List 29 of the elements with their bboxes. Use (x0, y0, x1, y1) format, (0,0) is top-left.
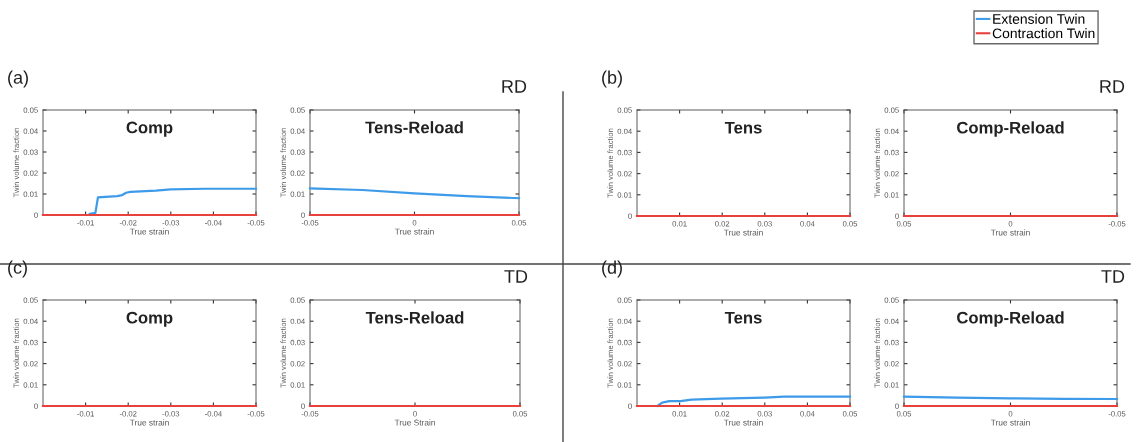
text: (b) (602, 70, 622, 88)
x-axis-title: True strain (990, 419, 1030, 426)
x-axis-title: True strain (990, 229, 1030, 236)
line-series (88, 187, 258, 216)
text: Comp-Reload (957, 121, 1064, 137)
x-axis-title: True strain (394, 228, 434, 235)
text: Tens-Reload (365, 121, 463, 134)
x-axis-title: True strain (723, 419, 763, 426)
text: TD (504, 270, 528, 283)
text: Tens-Reload (365, 311, 464, 324)
text: TD (1101, 270, 1125, 283)
text: (d) (602, 260, 622, 278)
line-series (656, 395, 852, 408)
x-axis-title: True strain (723, 229, 763, 236)
text: (a) (8, 70, 28, 88)
text: Comp-Reload (957, 311, 1064, 327)
text: Comp (126, 311, 173, 327)
legend-label: Extension Twin (993, 13, 1085, 24)
legend-label: Contraction Twin (992, 28, 1095, 39)
x-axis-title: True Strain (394, 419, 435, 426)
text: Comp (126, 121, 173, 137)
text: RD (1100, 80, 1125, 93)
x-axis-title: True strain (129, 228, 169, 235)
x-axis-title: True strain (129, 419, 169, 426)
text: Tens (724, 121, 762, 134)
text: RD (502, 80, 527, 93)
text: (c) (8, 260, 27, 278)
text: Tens (724, 311, 762, 324)
line-series (308, 187, 521, 200)
